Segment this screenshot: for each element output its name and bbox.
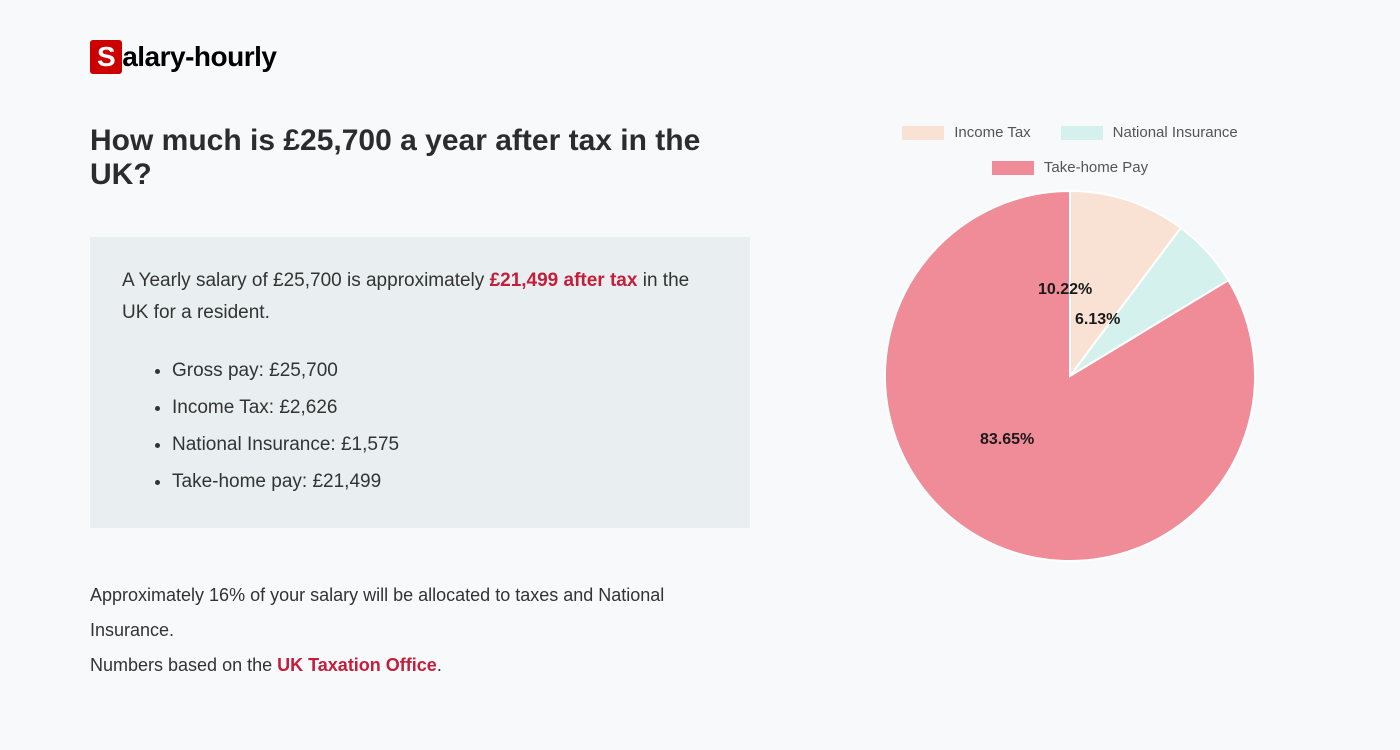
legend-swatch [902,126,944,140]
legend-label: National Insurance [1113,124,1238,141]
summary-highlight: £21,499 after tax [490,270,638,291]
left-column: How much is £25,700 a year after tax in … [90,124,750,683]
legend-swatch [1061,126,1103,140]
legend-label: Take-home Pay [1044,159,1148,176]
breakdown-list: Gross pay: £25,700 Income Tax: £2,626 Na… [122,352,718,500]
pie-slice-label: 10.22% [1038,281,1092,299]
footer-text: Approximately 16% of your salary will be… [90,578,750,683]
main-content: How much is £25,700 a year after tax in … [90,124,1310,683]
site-logo: Salary-hourly [90,40,1310,74]
tax-office-link[interactable]: UK Taxation Office [277,655,437,675]
footer-line1: Approximately 16% of your salary will be… [90,585,664,640]
page-title: How much is £25,700 a year after tax in … [90,124,750,192]
list-item: Income Tax: £2,626 [172,389,718,426]
summary-prefix: A Yearly salary of £25,700 is approximat… [122,270,490,291]
logo-rest: alary-hourly [122,41,276,72]
pie-chart: 10.22% 6.13% 83.65% [880,186,1260,566]
summary-text: A Yearly salary of £25,700 is approximat… [122,265,718,330]
list-item: National Insurance: £1,575 [172,426,718,463]
footer-line2-prefix: Numbers based on the [90,655,277,675]
chart-legend: Income Tax National Insurance Take-home … [860,124,1280,176]
footer-line2-suffix: . [437,655,442,675]
logo-first-char: S [90,40,122,74]
right-column: Income Tax National Insurance Take-home … [830,124,1310,683]
legend-item: National Insurance [1061,124,1238,141]
list-item: Gross pay: £25,700 [172,352,718,389]
legend-label: Income Tax [954,124,1030,141]
pie-slice-label: 83.65% [980,431,1034,449]
legend-item: Income Tax [902,124,1030,141]
pie-slice-label: 6.13% [1075,311,1120,329]
legend-swatch [992,161,1034,175]
legend-item: Take-home Pay [992,159,1148,176]
pie-svg [880,186,1260,566]
list-item: Take-home pay: £21,499 [172,463,718,500]
summary-box: A Yearly salary of £25,700 is approximat… [90,237,750,528]
